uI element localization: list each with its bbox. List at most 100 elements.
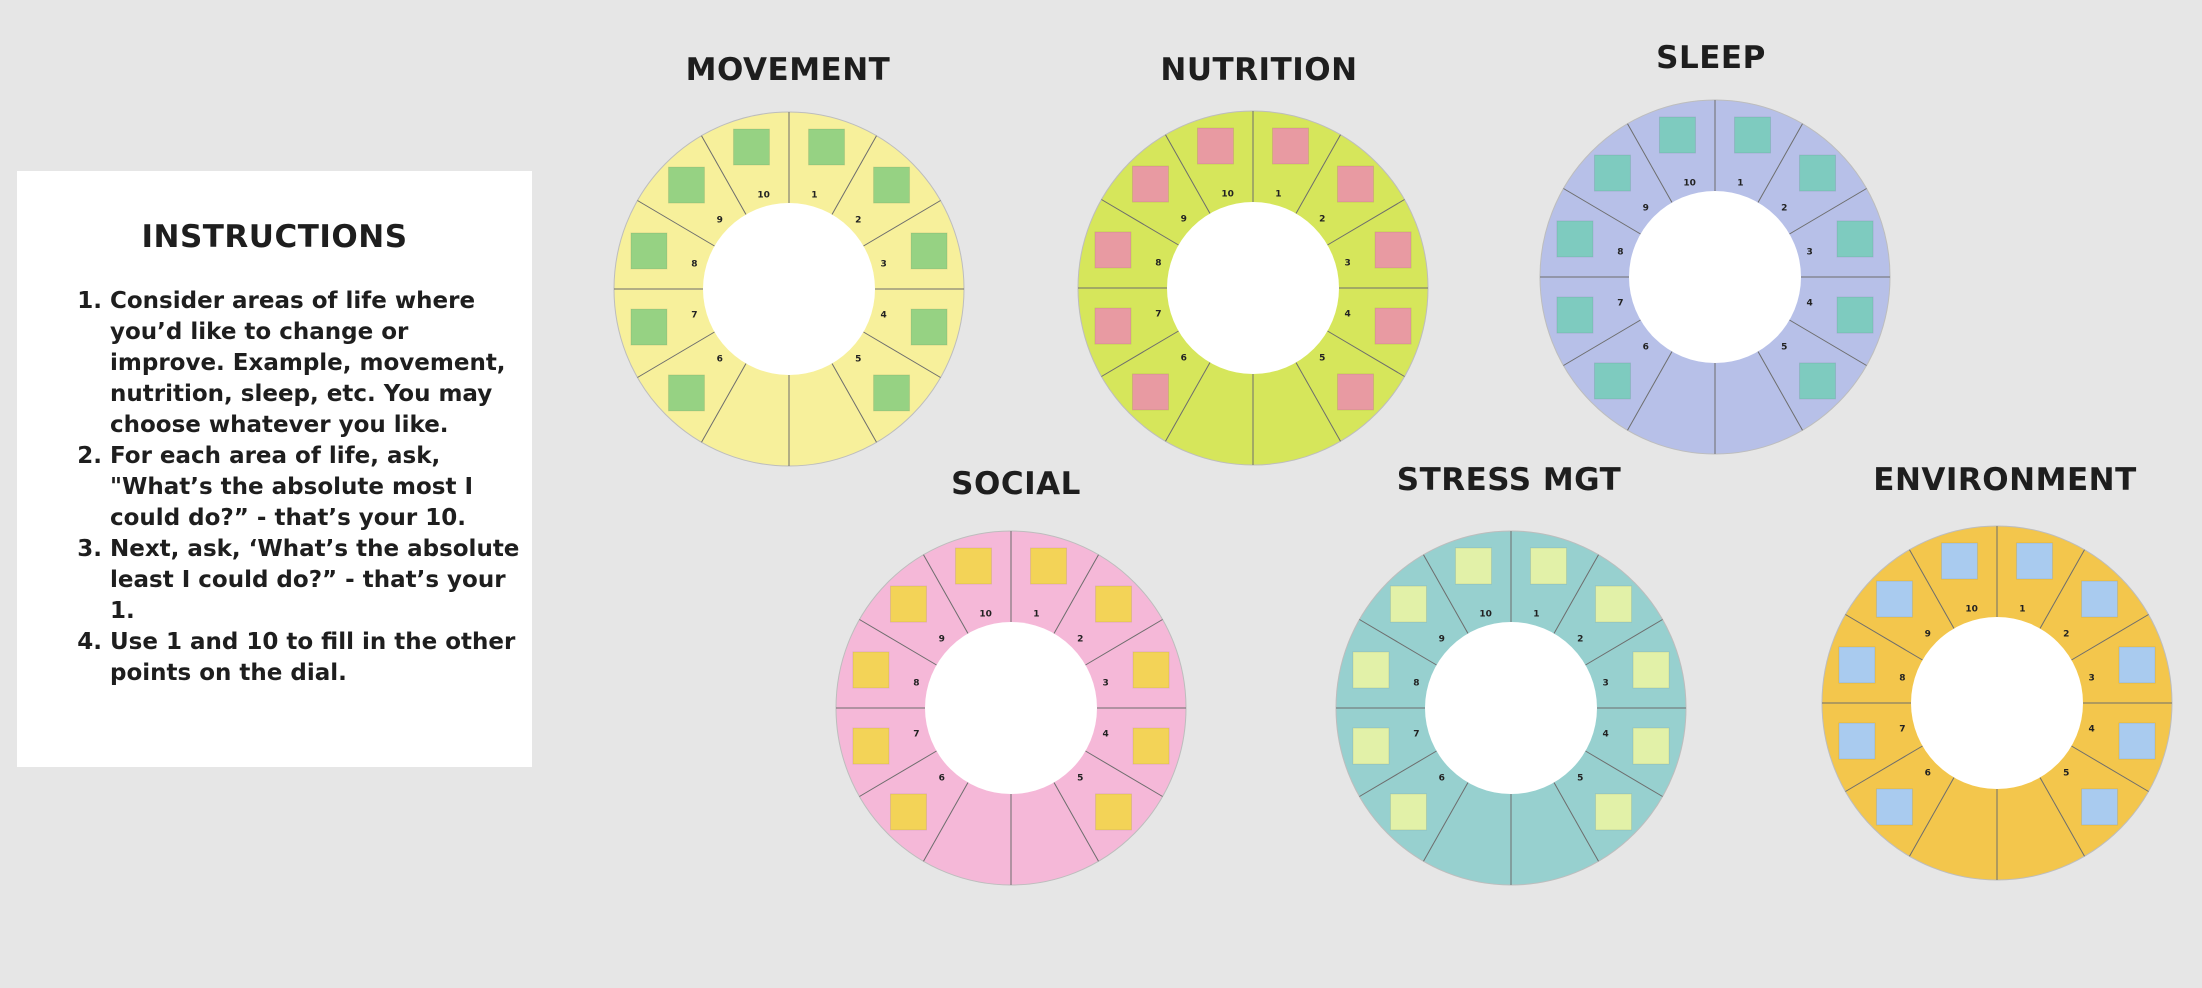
segment-divider bbox=[863, 331, 941, 378]
sticky-note[interactable] bbox=[2118, 722, 2156, 760]
segment-number: 8 bbox=[1155, 259, 1161, 269]
sticky-note[interactable] bbox=[1374, 231, 1412, 269]
segment-number: 1 bbox=[1533, 609, 1539, 619]
sticky-note[interactable] bbox=[1632, 727, 1670, 765]
segment-divider bbox=[831, 363, 877, 443]
sticky-note[interactable] bbox=[1593, 362, 1631, 400]
segment-number: 6 bbox=[939, 773, 945, 783]
segment-number: 8 bbox=[913, 679, 919, 689]
segment-divider bbox=[1327, 199, 1405, 246]
sticky-note[interactable] bbox=[1595, 585, 1633, 623]
segment-number: 10 bbox=[1479, 609, 1492, 619]
sticky-note[interactable] bbox=[732, 128, 770, 166]
segment-divider bbox=[1359, 619, 1437, 666]
segment-divider bbox=[1553, 782, 1599, 862]
sticky-note[interactable] bbox=[1556, 296, 1594, 334]
sticky-note[interactable] bbox=[889, 585, 927, 623]
segment-number: 4 bbox=[881, 310, 887, 320]
sticky-note[interactable] bbox=[1272, 127, 1310, 165]
sticky-note[interactable] bbox=[1940, 542, 1978, 580]
segment-number: 9 bbox=[939, 635, 945, 645]
sticky-note[interactable] bbox=[1389, 585, 1427, 623]
sticky-note[interactable] bbox=[2081, 788, 2119, 826]
segment-number: 3 bbox=[2089, 674, 2095, 684]
segment-number: 6 bbox=[717, 354, 723, 364]
sticky-note[interactable] bbox=[1132, 651, 1170, 689]
wheel-title-social: SOCIAL bbox=[951, 466, 1081, 502]
sticky-note[interactable] bbox=[2081, 580, 2119, 618]
segment-number: 9 bbox=[1439, 635, 1445, 645]
segment-divider bbox=[863, 200, 941, 247]
sticky-note[interactable] bbox=[2118, 646, 2156, 684]
sticky-note[interactable] bbox=[2016, 542, 2054, 580]
sticky-note[interactable] bbox=[1838, 722, 1876, 760]
segment-number: 4 bbox=[1345, 309, 1351, 319]
segment-number: 8 bbox=[691, 260, 697, 270]
sticky-note[interactable] bbox=[1196, 127, 1234, 165]
segment-divider bbox=[701, 363, 747, 443]
sticky-note[interactable] bbox=[852, 651, 890, 689]
sticky-note[interactable] bbox=[852, 727, 890, 765]
sticky-note[interactable] bbox=[1658, 116, 1696, 154]
wheel-title-stress-mgt: STRESS MGT bbox=[1396, 462, 1622, 498]
segment-number: 9 bbox=[1181, 215, 1187, 225]
sticky-note[interactable] bbox=[1530, 547, 1568, 585]
sticky-note[interactable] bbox=[1131, 165, 1169, 203]
sticky-note[interactable] bbox=[1556, 220, 1594, 258]
segment-number: 1 bbox=[2019, 604, 2025, 614]
wheel-title-environment: ENVIRONMENT bbox=[1873, 462, 2137, 498]
sticky-note[interactable] bbox=[1094, 307, 1132, 345]
sticky-note[interactable] bbox=[1374, 307, 1412, 345]
sticky-note[interactable] bbox=[1352, 727, 1390, 765]
instructions-list: Consider areas of life where you’d like … bbox=[37, 286, 522, 689]
sticky-note[interactable] bbox=[667, 374, 705, 412]
wheel-nutrition: 1 2 3 4 5 6 7 8 9 10 bbox=[1077, 110, 1429, 466]
sticky-note[interactable] bbox=[1352, 651, 1390, 689]
sticky-note[interactable] bbox=[667, 166, 705, 204]
sticky-note[interactable] bbox=[873, 166, 911, 204]
sticky-note[interactable] bbox=[1131, 373, 1169, 411]
wheel-environment: 1 2 3 4 5 6 7 8 9 10 bbox=[1821, 525, 2173, 881]
sticky-note[interactable] bbox=[1132, 727, 1170, 765]
sticky-note[interactable] bbox=[1734, 116, 1772, 154]
sticky-note[interactable] bbox=[910, 232, 948, 270]
sticky-note[interactable] bbox=[808, 128, 846, 166]
sticky-note[interactable] bbox=[1337, 165, 1375, 203]
sticky-note[interactable] bbox=[1875, 580, 1913, 618]
sticky-note[interactable] bbox=[954, 547, 992, 585]
segment-divider bbox=[1085, 750, 1163, 797]
sticky-note[interactable] bbox=[910, 308, 948, 346]
segment-number: 9 bbox=[1925, 630, 1931, 640]
sticky-note[interactable] bbox=[1095, 793, 1133, 831]
sticky-note[interactable] bbox=[1337, 373, 1375, 411]
sticky-note[interactable] bbox=[1094, 231, 1132, 269]
segment-number: 7 bbox=[1617, 298, 1623, 308]
segment-number: 10 bbox=[757, 190, 770, 200]
segment-number: 4 bbox=[1603, 729, 1609, 739]
segment-number: 7 bbox=[691, 310, 697, 320]
sticky-note[interactable] bbox=[1799, 154, 1837, 192]
sticky-note[interactable] bbox=[1836, 296, 1874, 334]
sticky-note[interactable] bbox=[630, 232, 668, 270]
sticky-note[interactable] bbox=[1593, 154, 1631, 192]
sticky-note[interactable] bbox=[873, 374, 911, 412]
sticky-note[interactable] bbox=[1030, 547, 1068, 585]
sticky-note[interactable] bbox=[1838, 646, 1876, 684]
sticky-note[interactable] bbox=[1799, 362, 1837, 400]
segment-number: 2 bbox=[1077, 635, 1083, 645]
sticky-note[interactable] bbox=[1095, 585, 1133, 623]
segment-divider bbox=[831, 135, 877, 215]
sticky-note[interactable] bbox=[889, 793, 927, 831]
sticky-note[interactable] bbox=[1836, 220, 1874, 258]
segment-number: 6 bbox=[1439, 773, 1445, 783]
sticky-note[interactable] bbox=[1875, 788, 1913, 826]
sticky-note[interactable] bbox=[1632, 651, 1670, 689]
sticky-note[interactable] bbox=[1595, 793, 1633, 831]
sticky-note[interactable] bbox=[630, 308, 668, 346]
segment-divider bbox=[859, 750, 937, 797]
sticky-note[interactable] bbox=[1454, 547, 1492, 585]
segment-number: 1 bbox=[1737, 178, 1743, 188]
sticky-note[interactable] bbox=[1389, 793, 1427, 831]
segment-divider bbox=[1165, 134, 1211, 214]
segment-number: 1 bbox=[1275, 189, 1281, 199]
